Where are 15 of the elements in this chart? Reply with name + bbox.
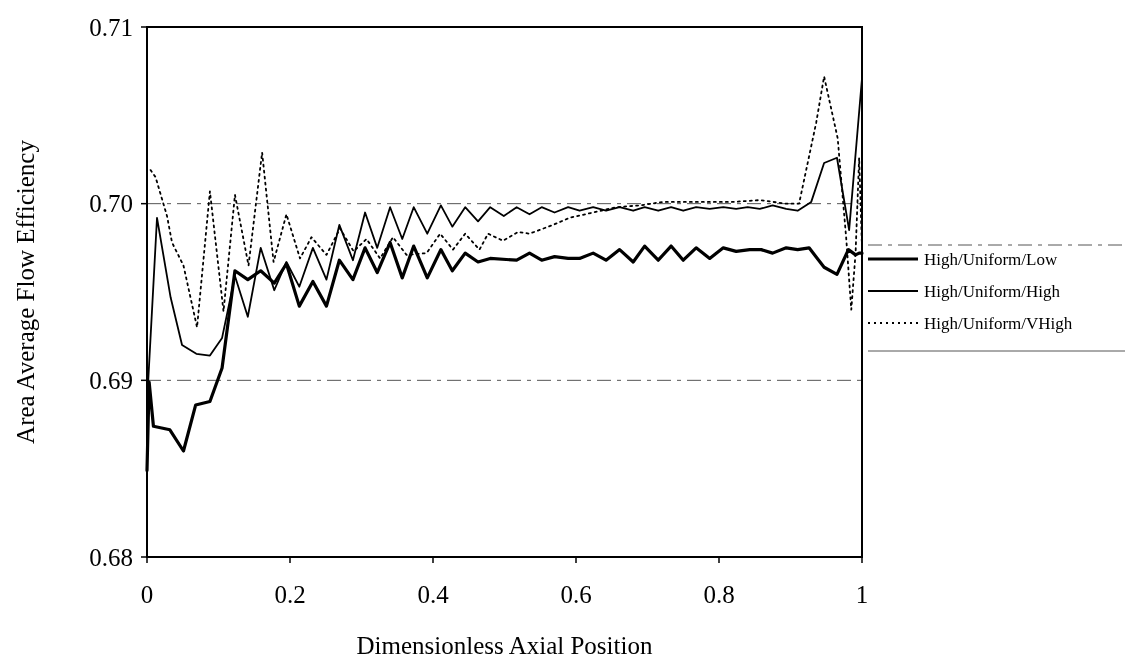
legend-label: High/Uniform/VHigh [924,313,1073,333]
y-axis-title: Area Average Flow Efficiency [12,139,39,444]
x-tick-label: 0.6 [560,581,592,608]
legend-label: High/Uniform/High [924,281,1061,301]
x-tick-label: 1 [855,581,869,608]
x-tick-label: 0.8 [703,581,735,608]
x-tick-label: 0.2 [274,581,306,608]
legend-label: High/Uniform/Low [924,249,1058,269]
x-tick-label: 0.4 [417,581,450,608]
y-tick-label: 0.68 [89,543,133,571]
x-axis-title: Dimensionless Axial Position [356,632,653,659]
y-tick-label: 0.69 [89,367,133,395]
y-tick-label: 0.71 [89,13,133,41]
x-tick-label: 0 [140,581,154,608]
y-tick-label: 0.70 [89,190,133,218]
